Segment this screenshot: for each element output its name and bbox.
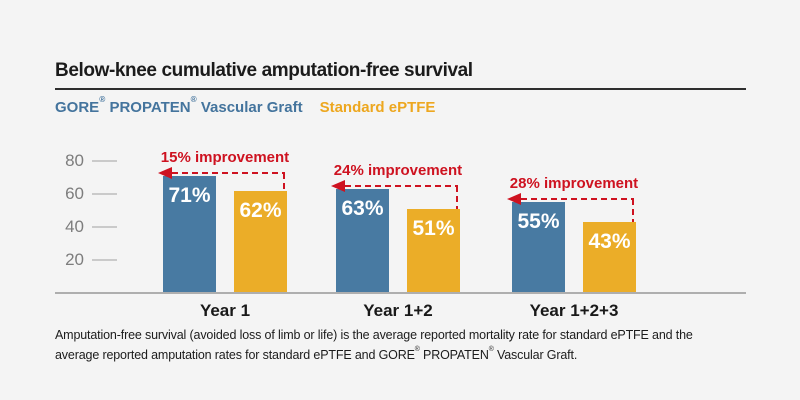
bar-eptfe: 43% [583,222,636,292]
chart-legend: GORE® PROPATEN® Vascular Graft Standard … [55,95,436,116]
bar-propaten: 63% [336,189,389,292]
x-axis-line [55,292,746,294]
bar-value-label: 43% [588,230,631,254]
improvement-label: 15% improvement [160,148,290,166]
y-tick-label: 80 [65,151,84,170]
bar-value-label: 62% [239,198,282,222]
chart-title: Below-knee cumulative amputation-free su… [55,60,473,81]
improvement-arrow-line [521,198,634,201]
bar-propaten: 55% [512,202,565,292]
bar-value-label: 55% [517,210,560,234]
y-tick-label: 20 [65,250,84,269]
bar-eptfe: 62% [234,190,287,292]
footnote-line-2: average reported amputation rates for st… [55,345,578,363]
bar-value-label: 63% [341,197,384,221]
improvement-drop-line [283,172,285,191]
title-divider [55,88,746,90]
bar-eptfe: 51% [407,208,460,292]
legend-item-propaten: GORE® PROPATEN® Vascular Graft [55,95,303,116]
x-category-label: Year 1+2 [363,301,433,320]
y-tick-mark [92,226,117,228]
improvement-arrow-line [172,171,285,174]
improvement-arrowhead [331,180,345,193]
y-tick-label: 60 [65,184,84,203]
y-tick-mark [92,259,117,261]
improvement-arrowhead [507,193,521,206]
improvement-arrowhead [158,166,172,179]
bar-value-label: 51% [412,216,455,240]
footnote-line-1: Amputation-free survival (avoided loss o… [55,328,693,342]
bar-propaten: 71% [163,175,216,292]
y-tick-mark [92,193,117,195]
x-category-label: Year 1+2+3 [529,301,619,320]
x-category-label: Year 1 [199,301,251,320]
footnote: Amputation-free survival (avoided loss o… [55,326,693,364]
improvement-label: 24% improvement [333,162,463,180]
legend-item-eptfe: Standard ePTFE [319,99,436,116]
y-tick-mark [92,160,117,162]
improvement-arrow-line [345,185,458,188]
improvement-drop-line [456,186,458,209]
bar-value-label: 71% [168,183,211,207]
y-tick-label: 40 [65,217,84,236]
improvement-label: 28% improvement [509,175,639,193]
improvement-drop-line [632,199,634,223]
